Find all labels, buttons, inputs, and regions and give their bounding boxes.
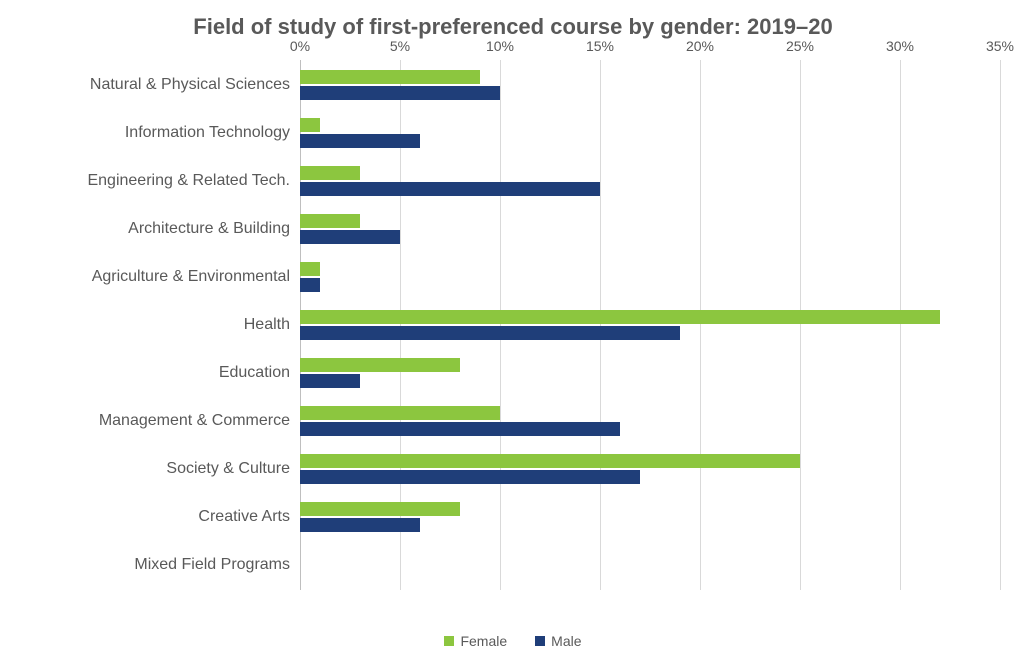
chart-title: Field of study of first-preferenced cour… bbox=[0, 0, 1026, 40]
category-label: Health bbox=[244, 316, 300, 334]
x-tick-label: 20% bbox=[686, 38, 714, 54]
bar-male bbox=[300, 326, 680, 340]
bar-female bbox=[300, 166, 360, 180]
legend-item-female: Female bbox=[444, 633, 507, 649]
x-tick-label: 5% bbox=[390, 38, 410, 54]
category-label: Architecture & Building bbox=[128, 220, 300, 238]
bar-male bbox=[300, 470, 640, 484]
bar-male bbox=[300, 182, 600, 196]
category-label: Mixed Field Programs bbox=[134, 556, 300, 574]
bar-female bbox=[300, 310, 940, 324]
x-tick-label: 0% bbox=[290, 38, 310, 54]
legend-label: Male bbox=[551, 633, 581, 649]
legend-swatch bbox=[444, 636, 454, 646]
category-label: Education bbox=[219, 364, 300, 382]
gridline bbox=[500, 60, 501, 590]
bar-male bbox=[300, 374, 360, 388]
bar-female bbox=[300, 70, 480, 84]
x-tick-label: 35% bbox=[986, 38, 1014, 54]
bar-male bbox=[300, 134, 420, 148]
legend-swatch bbox=[535, 636, 545, 646]
bar-female bbox=[300, 358, 460, 372]
x-tick-label: 25% bbox=[786, 38, 814, 54]
gridline bbox=[600, 60, 601, 590]
bar-male bbox=[300, 230, 400, 244]
x-tick-label: 10% bbox=[486, 38, 514, 54]
category-label: Information Technology bbox=[125, 124, 300, 142]
gridline bbox=[900, 60, 901, 590]
gridline bbox=[700, 60, 701, 590]
category-label: Society & Culture bbox=[166, 460, 300, 478]
legend: Female Male bbox=[0, 633, 1026, 649]
chart-container: Field of study of first-preferenced cour… bbox=[0, 0, 1026, 661]
bar-male bbox=[300, 518, 420, 532]
gridline bbox=[1000, 60, 1001, 590]
bar-female bbox=[300, 502, 460, 516]
bar-male bbox=[300, 278, 320, 292]
category-label: Agriculture & Environmental bbox=[92, 268, 300, 286]
bar-female bbox=[300, 406, 500, 420]
gridline bbox=[800, 60, 801, 590]
x-tick-label: 30% bbox=[886, 38, 914, 54]
legend-label: Female bbox=[460, 633, 507, 649]
plot-area: 0%5%10%15%20%25%30%35%Natural & Physical… bbox=[300, 60, 1000, 590]
bar-female bbox=[300, 262, 320, 276]
bar-female bbox=[300, 214, 360, 228]
bar-male bbox=[300, 86, 500, 100]
bar-male bbox=[300, 422, 620, 436]
bar-female bbox=[300, 454, 800, 468]
x-tick-label: 15% bbox=[586, 38, 614, 54]
category-label: Engineering & Related Tech. bbox=[87, 172, 300, 190]
category-label: Management & Commerce bbox=[99, 412, 300, 430]
legend-item-male: Male bbox=[535, 633, 581, 649]
category-label: Natural & Physical Sciences bbox=[90, 76, 300, 94]
category-label: Creative Arts bbox=[198, 508, 300, 526]
bar-female bbox=[300, 118, 320, 132]
